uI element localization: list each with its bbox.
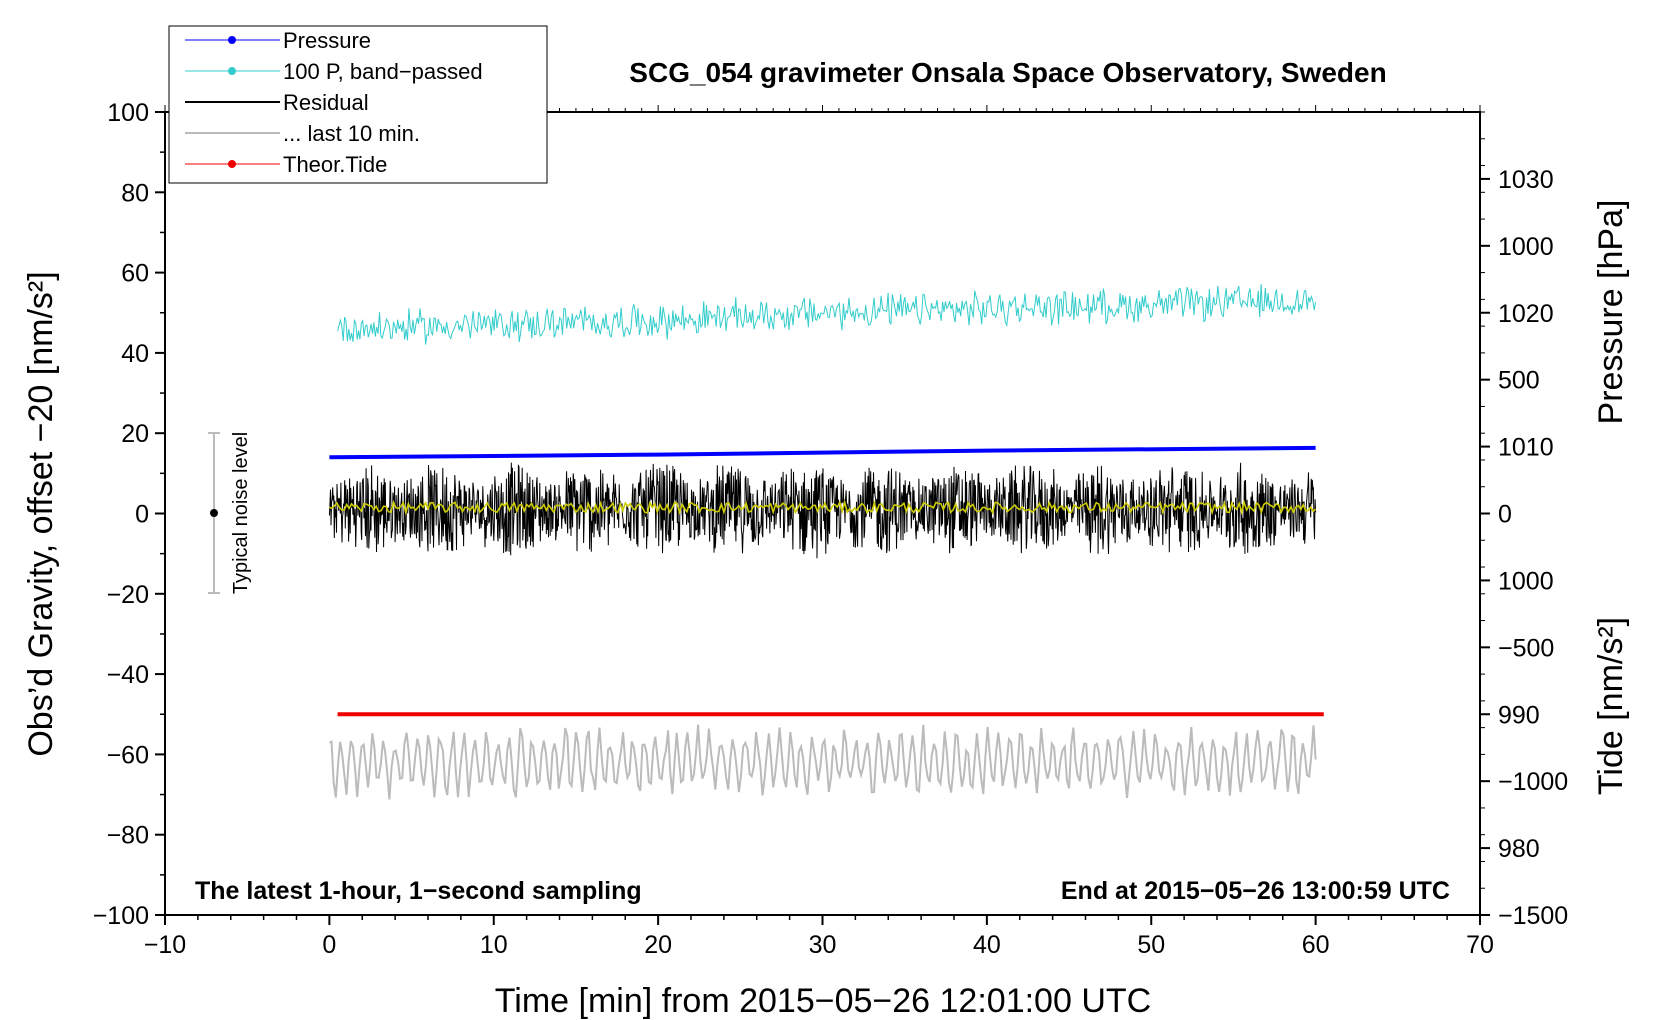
legend-label-bandpassed: 100 P, band−passed: [283, 59, 483, 84]
legend-marker-pressure: [228, 36, 236, 44]
legend-label-pressure: Pressure: [283, 28, 371, 53]
series-residual-line: [328, 462, 1317, 559]
y-tick-label-4: 20: [121, 420, 149, 448]
y-tick-label-7: −40: [107, 661, 149, 689]
x-tick-label-5: 40: [973, 931, 1001, 959]
y-tick-label-1: 80: [121, 179, 149, 207]
x-axis-title: Time [min] from 2015−05−26 12:01:00 UTC: [495, 982, 1151, 1020]
legend-marker-tide: [228, 160, 236, 168]
series-last-10-min-line: [329, 724, 1317, 800]
legend-label-last10: ... last 10 min.: [283, 121, 420, 146]
series-residual-smoothed-line: [329, 499, 1317, 516]
tide-tick-label-5: −1500: [1498, 902, 1568, 930]
legend: Pressure 100 P, band−passed Residual ...…: [168, 25, 548, 184]
y-axis-title-tide: Tide [nm/s²]: [1592, 617, 1630, 795]
pressure-tick-label-2: 1010: [1498, 434, 1554, 462]
y-tick-label-6: −20: [107, 581, 149, 609]
legend-label-tide: Theor.Tide: [283, 152, 387, 177]
x-tick-label-2: 10: [480, 931, 508, 959]
legend-label-residual: Residual: [283, 90, 369, 115]
y-tick-label-10: −100: [93, 902, 149, 930]
x-tick-label-4: 30: [809, 931, 837, 959]
pressure-tick-label-4: 990: [1498, 701, 1540, 729]
x-tick-label-8: 70: [1466, 931, 1494, 959]
annotation-sampling: The latest 1-hour, 1−second sampling: [195, 877, 642, 905]
legend-item-residual: Residual: [185, 90, 369, 115]
axis-layer: −10 0 10 20 30 40 50 60 70100806040200−20−40−60−…: [93, 99, 1569, 959]
y-tick-label-8: −60: [107, 741, 149, 769]
series-pressure-line: [329, 445, 1316, 460]
legend-item-pressure: Pressure: [185, 28, 371, 53]
tide-tick-label-3: −500: [1498, 634, 1554, 662]
legend-box: [168, 25, 548, 184]
x-tick-label-6: 50: [1137, 931, 1165, 959]
series-layer: [328, 284, 1324, 800]
legend-item-last10: ... last 10 min.: [185, 121, 420, 146]
tide-tick-label-1: 500: [1498, 367, 1540, 395]
x-tick-label-7: 60: [1302, 931, 1330, 959]
legend-marker-bandpassed: [228, 67, 236, 75]
series-bandpassed-line: [337, 284, 1317, 345]
y-tick-label-2: 60: [121, 260, 149, 288]
noise-bar-dot: [210, 509, 218, 517]
annotation-end-time: End at 2015−05−26 13:00:59 UTC: [1061, 877, 1450, 905]
y-tick-label-5: 0: [135, 501, 149, 529]
tide-tick-label-0: 1000: [1498, 233, 1554, 261]
y-tick-label-9: −80: [107, 822, 149, 850]
y-axis-title-left: Obs’d Gravity, offset −20 [nm/s²]: [22, 271, 60, 756]
pressure-tick-label-5: 980: [1498, 835, 1540, 863]
tide-tick-label-4: −1000: [1498, 768, 1568, 796]
pressure-tick-label-0: 1030: [1498, 166, 1554, 194]
y-tick-label-0: 100: [107, 99, 149, 127]
y-axis-title-pressure: Pressure [hPa]: [1592, 200, 1630, 425]
x-tick-label-3: 20: [644, 931, 672, 959]
legend-item-bandpassed: 100 P, band−passed: [185, 59, 483, 84]
noise-bar-label: Typical noise level: [230, 432, 252, 594]
chart-title: SCG_054 gravimeter Onsala Space Observat…: [629, 57, 1386, 88]
legend-item-tide: Theor.Tide: [185, 152, 387, 177]
pressure-tick-label-3: 1000: [1498, 567, 1554, 595]
pressure-tick-label-1: 1020: [1498, 300, 1554, 328]
x-tick-label-1: 0: [322, 931, 336, 959]
noise-bar: Typical noise level: [208, 432, 252, 594]
x-tick-label-0: −10: [144, 931, 186, 959]
y-tick-label-3: 40: [121, 340, 149, 368]
tide-tick-label-2: 0: [1498, 501, 1512, 529]
